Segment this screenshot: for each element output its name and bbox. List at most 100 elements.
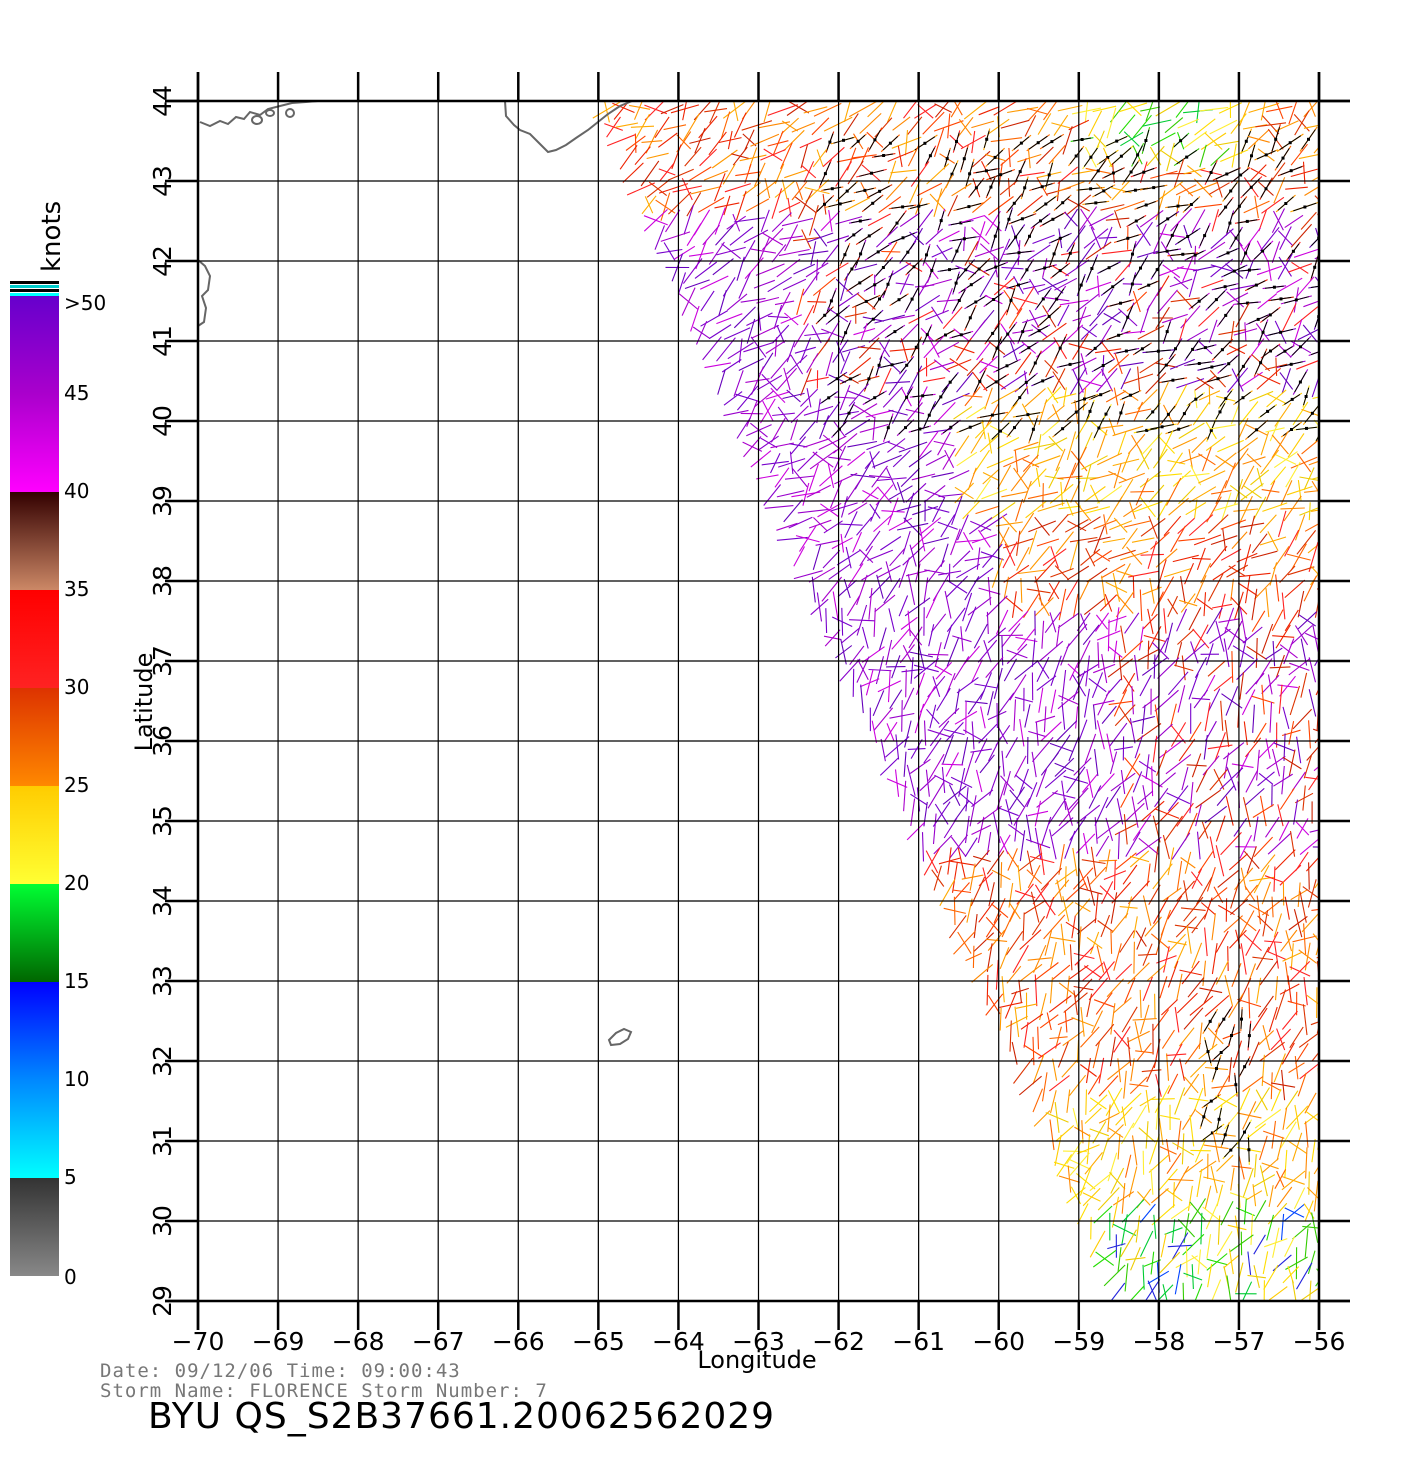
rain-flag-dot <box>1089 187 1093 191</box>
rain-flag-dot <box>835 377 839 381</box>
wind-vector <box>999 836 1009 855</box>
wind-vector <box>1081 455 1108 470</box>
rain-flag-dot <box>1009 298 1013 302</box>
rain-flag-dot <box>873 283 877 287</box>
wind-vector <box>738 272 751 299</box>
wind-vector <box>1079 1064 1097 1077</box>
wind-vector <box>1298 1032 1319 1048</box>
wind-vector <box>663 124 687 131</box>
wind-vector <box>1081 326 1098 338</box>
rain-flag-dot <box>904 426 907 430</box>
wind-vector <box>1097 773 1115 792</box>
wind-vector <box>1062 1030 1084 1047</box>
wind-vector <box>868 475 891 479</box>
wind-vector <box>1289 966 1311 977</box>
wind-vector <box>1253 1154 1257 1178</box>
wind-vector <box>797 451 818 472</box>
wind-vector <box>1098 1112 1120 1124</box>
wind-vector <box>1256 373 1281 385</box>
wind-vector <box>856 516 873 536</box>
wind-vector <box>1245 787 1265 806</box>
wind-vector <box>936 687 951 711</box>
wind-vector <box>1188 673 1199 700</box>
wind-vector <box>1055 720 1078 743</box>
wind-vector <box>986 832 992 855</box>
wind-vector <box>839 658 861 682</box>
wind-vector <box>927 729 952 738</box>
rain-flag-dot <box>992 298 996 301</box>
wind-vector <box>1052 1058 1058 1081</box>
wind-vector <box>936 244 948 261</box>
wind-vector <box>1243 850 1260 869</box>
rain-flag-dot <box>1165 330 1169 334</box>
wind-vector <box>980 551 1004 561</box>
rain-flag-dot <box>1291 249 1295 253</box>
wind-vector <box>1166 792 1191 805</box>
wind-vector <box>1093 663 1116 674</box>
rain-flag-dot <box>1264 187 1268 191</box>
wind-vector <box>1118 472 1145 484</box>
wind-vector <box>1279 565 1296 583</box>
rain-flag-dot <box>1197 362 1201 365</box>
wind-vector <box>1159 976 1168 999</box>
wind-vector <box>1095 835 1110 857</box>
rain-flag-dot <box>1177 427 1181 431</box>
wind-vector <box>1040 752 1059 776</box>
wind-vector <box>1057 901 1074 917</box>
wind-vector <box>1138 760 1157 773</box>
wind-vector <box>812 276 836 296</box>
rain-flag-dot <box>1012 201 1016 205</box>
wind-vector <box>648 181 668 197</box>
wind-vector <box>1068 1158 1091 1170</box>
wind-vector <box>967 596 992 616</box>
latitude-tick-label: 37 <box>148 645 177 677</box>
rain-flag-dot <box>1094 201 1098 205</box>
wind-vector <box>1174 924 1198 930</box>
wind-vector <box>1192 628 1210 649</box>
wind-vector <box>1139 496 1156 518</box>
wind-vector <box>687 166 712 182</box>
wind-vector <box>1278 820 1290 841</box>
wind-vector <box>1244 885 1256 902</box>
wind-vector <box>714 207 726 235</box>
rain-flag-dot <box>1119 154 1123 158</box>
rain-flag-dot <box>1160 425 1164 429</box>
wind-vector <box>867 101 885 118</box>
wind-vector <box>975 505 1000 515</box>
wind-vector <box>1239 1088 1251 1110</box>
wind-vector <box>1210 228 1234 250</box>
wind-vector <box>1050 689 1057 714</box>
wind-vector <box>1267 531 1279 551</box>
wind-vector <box>1186 925 1192 954</box>
wind-vector <box>1001 266 1024 270</box>
wind-vector <box>1060 643 1070 666</box>
wind-vector <box>964 700 988 705</box>
wind-vector <box>938 493 964 498</box>
wind-vector <box>1253 1200 1267 1222</box>
wind-vector <box>1210 147 1230 167</box>
wind-vector <box>1048 995 1072 1013</box>
wind-vector <box>1162 313 1188 324</box>
wind-vector <box>1167 895 1183 920</box>
wind-vector <box>1128 1166 1138 1198</box>
wind-vector <box>925 594 938 619</box>
wind-vector <box>729 226 754 246</box>
rain-flag-dot <box>890 363 894 367</box>
wind-vector <box>1095 1251 1115 1266</box>
wind-vector <box>946 579 968 594</box>
wind-vector <box>1270 466 1287 486</box>
wind-vector <box>1051 122 1071 129</box>
rain-flag-dot <box>984 169 988 173</box>
wind-vector <box>982 472 1000 481</box>
wind-vector <box>1097 642 1100 669</box>
wind-vector <box>825 608 828 634</box>
wind-vector <box>966 898 973 923</box>
rain-flag-dot <box>927 413 931 417</box>
wind-vector <box>1176 802 1194 827</box>
wind-vector <box>1089 866 1107 885</box>
wind-vector <box>1273 177 1286 204</box>
wind-vector <box>801 165 817 179</box>
wind-vector <box>1044 900 1056 916</box>
wind-vector <box>868 587 873 620</box>
wind-vector <box>1014 774 1033 790</box>
